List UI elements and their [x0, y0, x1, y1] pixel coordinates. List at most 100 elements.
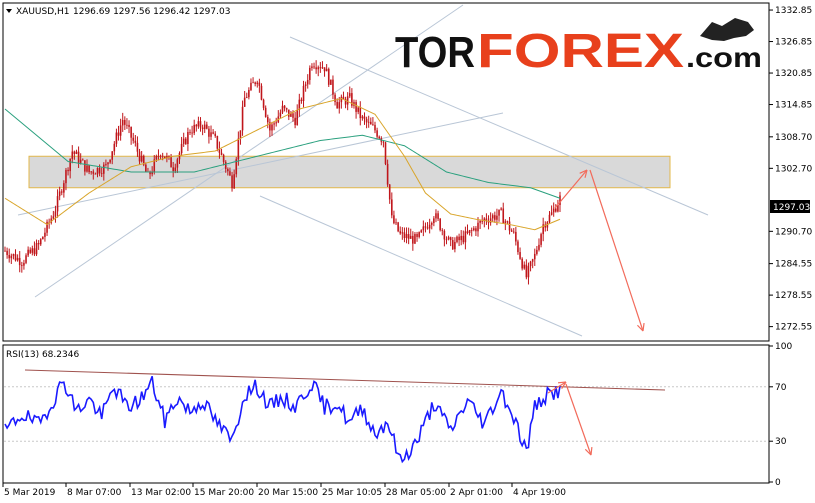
candle-body	[334, 94, 336, 103]
time-tick-label: 4 Apr 19:00	[513, 488, 566, 498]
candle-body	[88, 165, 90, 173]
time-tick-label: 13 Mar 02:00	[131, 488, 191, 498]
candle-body	[422, 226, 425, 231]
candle-body	[439, 218, 441, 231]
candle-body	[275, 122, 277, 124]
candle-body	[254, 82, 256, 84]
candle-body	[311, 66, 313, 68]
candle-body	[388, 184, 391, 200]
candle-body	[132, 137, 135, 141]
candle-body	[424, 226, 427, 228]
candle-body	[517, 241, 519, 253]
candle-body	[365, 118, 368, 123]
candle-body	[414, 234, 416, 244]
logo-part-com: .com	[686, 42, 762, 73]
time-tick-label: 5 Mar 2019	[4, 488, 56, 498]
candle-body	[285, 108, 288, 110]
rsi-line	[4, 376, 561, 464]
candle-body	[161, 155, 164, 157]
candle-body	[401, 232, 404, 234]
time-tick-label: 20 Mar 15:00	[258, 488, 318, 498]
forecast-down-arrow	[589, 169, 644, 332]
candle-body	[124, 119, 126, 125]
price-tick-label: 1302.70	[775, 164, 812, 174]
candle-body	[52, 216, 55, 219]
candle-body	[96, 167, 99, 175]
rsi-forecast-down-arrow-head	[584, 446, 593, 456]
candle-body	[134, 140, 137, 143]
candle-body	[273, 123, 275, 125]
candle-body	[525, 264, 528, 278]
candle-body	[128, 124, 130, 127]
candle-body	[94, 173, 97, 175]
time-tick-label: 2 Apr 01:00	[450, 488, 503, 498]
rsi-series-line	[4, 376, 561, 464]
candle-body	[266, 116, 269, 123]
candle-body	[98, 167, 101, 174]
candle-body	[237, 138, 240, 160]
candle-body	[475, 228, 477, 232]
candle-body	[416, 234, 418, 237]
candle-body	[197, 121, 200, 127]
candle-body	[536, 249, 538, 254]
candle-body	[510, 230, 513, 232]
candle-body	[67, 169, 69, 172]
rsi-forecast-up-arrow-head	[557, 381, 567, 390]
candle-body	[60, 191, 63, 193]
rsi-tick-label: 30	[775, 437, 787, 447]
candle-body	[174, 167, 177, 172]
candle-body	[449, 237, 452, 241]
candle-body	[140, 155, 143, 162]
candle-body	[460, 235, 462, 241]
candle-body	[6, 250, 8, 256]
candle-body	[435, 213, 437, 219]
candle-body	[540, 234, 542, 245]
candle-body	[376, 130, 378, 137]
candle-body	[327, 68, 330, 85]
candle-body	[542, 224, 544, 235]
candle-body	[397, 222, 399, 232]
candle-body	[441, 230, 444, 231]
candle-body	[100, 173, 103, 175]
candle-body	[159, 155, 162, 157]
candle-body	[351, 93, 353, 106]
candle-body	[420, 230, 423, 233]
candle-body	[512, 231, 515, 233]
candle-body	[456, 236, 458, 242]
candle-body	[494, 215, 496, 220]
candle-body	[281, 105, 284, 113]
candle-body	[184, 138, 187, 144]
candle-body	[477, 222, 479, 232]
price-tick-label: 1290.70	[775, 227, 812, 237]
candle-body	[296, 109, 299, 126]
candle-body	[443, 230, 446, 240]
candle-body	[191, 132, 193, 134]
candle-body	[105, 164, 107, 166]
candle-body	[4, 250, 6, 252]
candle-body	[447, 237, 450, 240]
candle-body	[393, 215, 395, 224]
candle-body	[359, 107, 362, 119]
candle-body	[433, 218, 435, 224]
candle-body	[323, 67, 326, 72]
candle-body	[239, 130, 242, 139]
price-tick-label: 1332.85	[775, 6, 812, 16]
candle-body	[374, 124, 376, 131]
channel-line	[289, 36, 709, 216]
price-tick-label: 1314.85	[775, 101, 812, 111]
candle-body	[142, 155, 145, 165]
candle-body	[262, 99, 265, 108]
candle-body	[252, 82, 254, 84]
candle-body	[109, 159, 111, 163]
candle-body	[111, 151, 114, 160]
candle-body	[290, 113, 292, 117]
dropdown-triangle-icon[interactable]	[6, 9, 12, 13]
candle-body	[248, 89, 250, 98]
candle-body	[63, 183, 65, 193]
candle-body	[426, 227, 429, 229]
time-tick-label: 25 Mar 10:05	[322, 488, 382, 498]
candle-body	[35, 243, 38, 255]
candle-body	[153, 159, 156, 172]
candle-body	[269, 122, 271, 131]
